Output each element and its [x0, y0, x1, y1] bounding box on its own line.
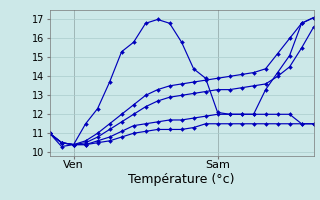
X-axis label: Température (°c): Température (°c)	[128, 173, 235, 186]
